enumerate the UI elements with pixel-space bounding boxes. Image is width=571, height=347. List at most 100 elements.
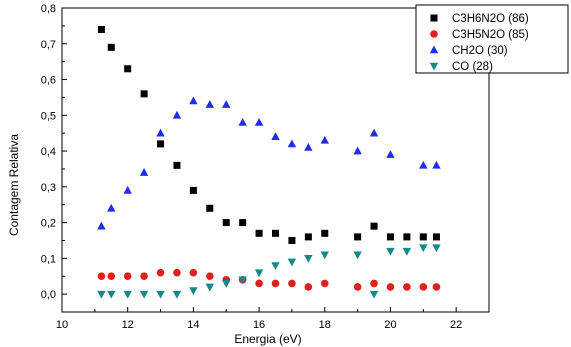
data-point	[139, 168, 149, 176]
data-point	[255, 229, 263, 237]
data-points	[97, 25, 441, 299]
data-point	[238, 117, 247, 126]
data-point	[386, 247, 395, 256]
x-tick-label: 20	[384, 319, 396, 331]
legend-label: CH2O (30)	[452, 45, 508, 57]
data-point	[173, 161, 181, 169]
data-point	[432, 160, 441, 169]
data-point	[157, 140, 165, 148]
data-point	[369, 128, 379, 137]
data-point	[156, 290, 165, 299]
data-point	[205, 283, 215, 292]
y-tick-label: 0,5	[41, 110, 56, 122]
data-point	[222, 280, 231, 288]
data-point	[189, 287, 198, 296]
x-tick-label: 12	[122, 319, 134, 331]
y-tick-label: 0,8	[41, 3, 56, 15]
data-point	[271, 132, 280, 141]
data-point	[353, 283, 362, 291]
legend-marker	[429, 45, 439, 54]
series-1	[97, 268, 441, 291]
data-point	[402, 247, 412, 256]
legend: C3H6N2O (86) C3H5N2O (85) CH2O (30) CO (28)	[415, 4, 569, 74]
data-point	[386, 233, 394, 241]
data-point	[403, 233, 411, 241]
y-tick-label: 0,6	[41, 75, 56, 87]
data-point	[222, 100, 231, 108]
data-point	[320, 279, 329, 288]
data-point	[403, 283, 411, 291]
y-tick-label: 0,4	[41, 146, 56, 158]
data-point	[353, 146, 362, 155]
data-point	[432, 244, 441, 253]
data-point	[272, 229, 279, 237]
data-point	[304, 142, 313, 151]
y-tick-label: 0,7	[41, 39, 56, 51]
data-point	[97, 272, 106, 281]
data-point	[107, 272, 116, 281]
data-point	[288, 279, 296, 288]
data-point	[254, 269, 264, 278]
data-point	[189, 268, 198, 277]
legend-marker	[429, 62, 439, 71]
data-point	[419, 283, 428, 291]
data-point	[353, 251, 362, 260]
y-tick-label: 0,1	[41, 253, 56, 265]
data-point	[271, 279, 280, 288]
data-point	[255, 279, 263, 288]
data-point	[97, 25, 105, 33]
data-point	[254, 117, 264, 126]
data-point	[419, 233, 427, 241]
data-point	[287, 258, 297, 267]
data-point	[304, 233, 312, 241]
series-2	[97, 96, 441, 230]
data-point	[288, 236, 296, 244]
data-point	[107, 43, 115, 51]
data-point	[320, 251, 329, 260]
data-point	[432, 233, 440, 241]
data-point	[206, 204, 214, 212]
data-point	[370, 222, 378, 230]
axes: 10 12 14 16 18 20 22 0,0 0,1 0,2 0,3 0,4 0,5 0,6 0,7 0,…	[41, 3, 463, 331]
data-point	[97, 221, 106, 230]
x-tick-label: 10	[56, 319, 68, 331]
data-point	[123, 185, 132, 194]
data-point	[432, 283, 441, 291]
legend-marker	[430, 14, 438, 22]
data-point	[205, 100, 215, 108]
data-point	[370, 279, 378, 288]
series-0	[97, 25, 440, 244]
x-tick-label: 18	[319, 319, 331, 331]
data-point	[222, 219, 230, 227]
x-axis-title: Energia (eV)	[234, 332, 301, 346]
data-point	[239, 219, 247, 227]
data-point	[124, 65, 132, 73]
legend-label: C3H5N2O (85)	[452, 29, 529, 41]
data-point	[386, 283, 395, 291]
data-point	[238, 276, 247, 285]
data-point	[172, 290, 182, 299]
data-point	[304, 255, 313, 263]
data-point	[271, 262, 280, 271]
y-axis-title: Contagem Relativa	[7, 134, 21, 236]
data-point	[354, 233, 362, 241]
data-point	[172, 110, 182, 119]
legend-marker	[430, 30, 438, 38]
data-point	[304, 283, 313, 291]
plot-area	[61, 7, 490, 313]
data-point	[206, 272, 214, 281]
legend-label: C3H6N2O (86)	[452, 13, 529, 25]
x-tick-label: 14	[187, 319, 199, 331]
data-point	[140, 272, 148, 281]
data-point	[140, 90, 148, 98]
legend-label: CO (28)	[452, 61, 493, 73]
data-point	[97, 290, 106, 299]
data-point	[156, 128, 165, 137]
x-tick-label: 16	[253, 319, 265, 331]
data-point	[173, 268, 181, 277]
data-point	[123, 272, 132, 281]
data-point	[321, 229, 329, 237]
data-point	[386, 150, 395, 158]
x-tick-label: 22	[450, 319, 462, 331]
